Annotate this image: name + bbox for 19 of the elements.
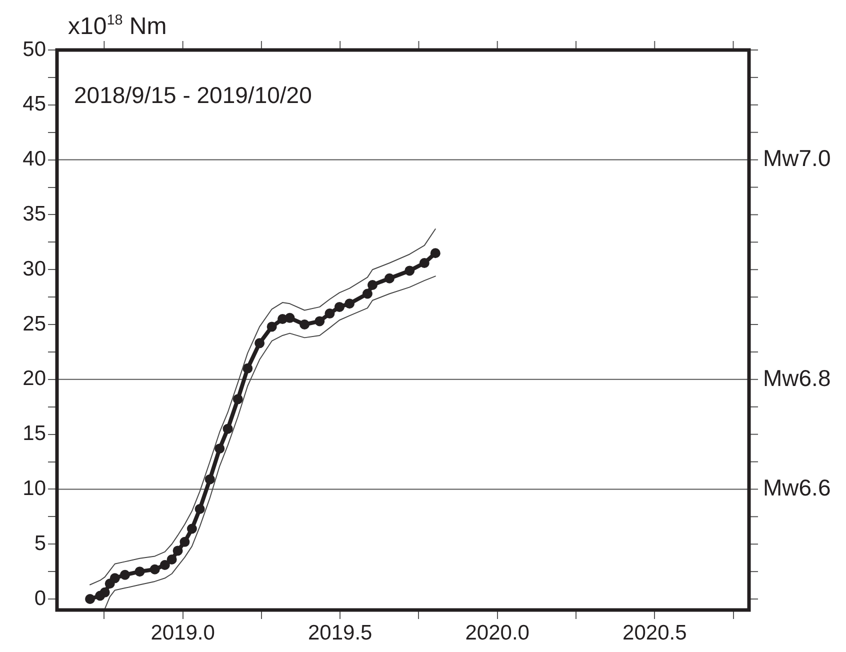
ref-line-label: Mw7.0 — [763, 145, 831, 172]
x-tick-label: 2020.0 — [465, 621, 530, 644]
y-tick-label: 35 — [22, 202, 46, 226]
y-tick-label: 40 — [22, 148, 46, 171]
ref-line-label: Mw6.6 — [763, 474, 831, 501]
y-tick-label: 45 — [22, 92, 46, 116]
x-tick-label: 2019.0 — [150, 621, 215, 644]
y-tick-label: 5 — [34, 532, 46, 555]
y-tick-label: 20 — [22, 367, 46, 390]
y-tick-label: 30 — [22, 257, 46, 280]
x-tick-label: 2020.5 — [622, 621, 687, 644]
y-tick-label: 10 — [22, 477, 46, 500]
ref-line-label: Mw6.8 — [763, 364, 831, 391]
y-tick-label: 0 — [34, 586, 46, 610]
y-tick-label: 25 — [22, 312, 46, 336]
y-tick-label: 15 — [22, 422, 46, 446]
x-tick-label: 2019.5 — [308, 621, 372, 644]
annotation: 2018/9/15 - 2019/10/20 — [74, 82, 312, 108]
y-tick-label: 50 — [22, 38, 46, 61]
